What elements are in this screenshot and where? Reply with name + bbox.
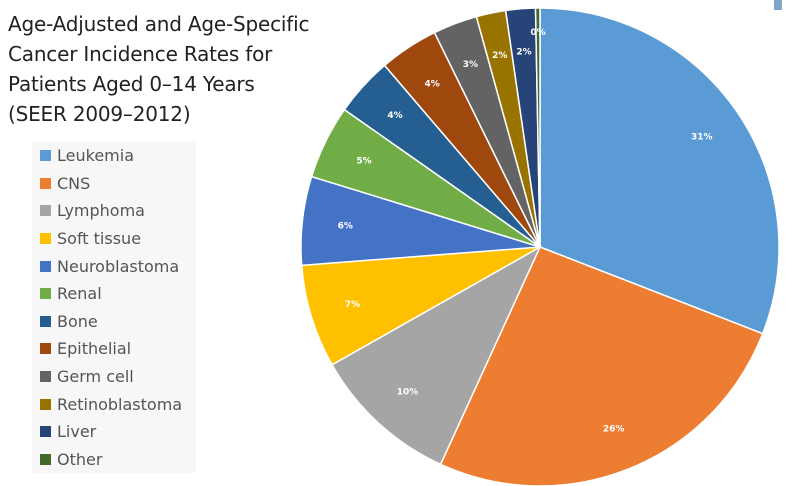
legend-label: Neuroblastoma: [57, 256, 180, 276]
chart-title: Age-Adjusted and Age-Specific Cancer Inc…: [8, 9, 338, 129]
legend-swatch: [40, 288, 51, 300]
chart-title-line-1: Age-Adjusted and Age-Specific: [8, 12, 310, 36]
legend-swatch: [40, 426, 51, 438]
legend-swatch: [40, 453, 51, 465]
legend-label: Other: [57, 449, 103, 469]
legend-label: Germ cell: [57, 367, 134, 387]
legend-swatch: [40, 343, 51, 355]
legend-label: Liver: [57, 422, 97, 442]
legend-label: Soft tissue: [57, 229, 142, 249]
pie-slices: [300, 7, 780, 486]
legend-item: CNS: [32, 170, 196, 198]
legend-swatch: [40, 371, 51, 383]
legend-label: CNS: [57, 173, 91, 193]
corner-mark: [774, 0, 782, 10]
legend-item: Retinoblastoma: [32, 390, 196, 418]
chart-title-line-3: Patients Aged 0–14 Years: [8, 72, 255, 96]
legend-item: Epithelial: [32, 335, 196, 363]
legend-item: Germ cell: [32, 363, 196, 391]
pie-slice-lymphoma: [331, 245, 542, 466]
pie-slice-other: [534, 7, 541, 248]
legend-label: Epithelial: [57, 339, 132, 359]
legend-label: Lymphoma: [57, 201, 145, 221]
legend-swatch: [40, 205, 51, 217]
legend-item: Liver: [32, 418, 196, 446]
legend-swatch: [40, 398, 51, 410]
legend-label: Renal: [57, 284, 102, 304]
legend-swatch: [40, 315, 51, 327]
legend-item: Soft tissue: [32, 225, 196, 253]
legend-item: Leukemia: [32, 142, 196, 170]
chart-title-line-4: (SEER 2009–2012): [8, 102, 191, 126]
pie-slice-soft-tissue: [300, 246, 541, 366]
legend-item: Bone: [32, 308, 196, 336]
legend-item: Other: [32, 446, 196, 474]
legend-swatch: [40, 233, 51, 245]
legend-swatch: [40, 177, 51, 189]
chart-legend: Leukemia CNS Lymphoma Soft tissue Neuroblast…: [32, 142, 196, 474]
pie-slice-cns: [439, 246, 764, 486]
pie-slice-leukemia: [539, 7, 780, 335]
legend-label: Retinoblastoma: [57, 394, 183, 414]
legend-item: Renal: [32, 280, 196, 308]
legend-item: Lymphoma: [32, 197, 196, 225]
legend-label: Leukemia: [57, 146, 134, 166]
legend-swatch: [40, 150, 51, 162]
legend-label: Bone: [57, 311, 98, 331]
legend-item: Neuroblastoma: [32, 252, 196, 280]
legend-swatch: [40, 260, 51, 272]
chart-title-line-2: Cancer Incidence Rates for: [8, 42, 273, 66]
